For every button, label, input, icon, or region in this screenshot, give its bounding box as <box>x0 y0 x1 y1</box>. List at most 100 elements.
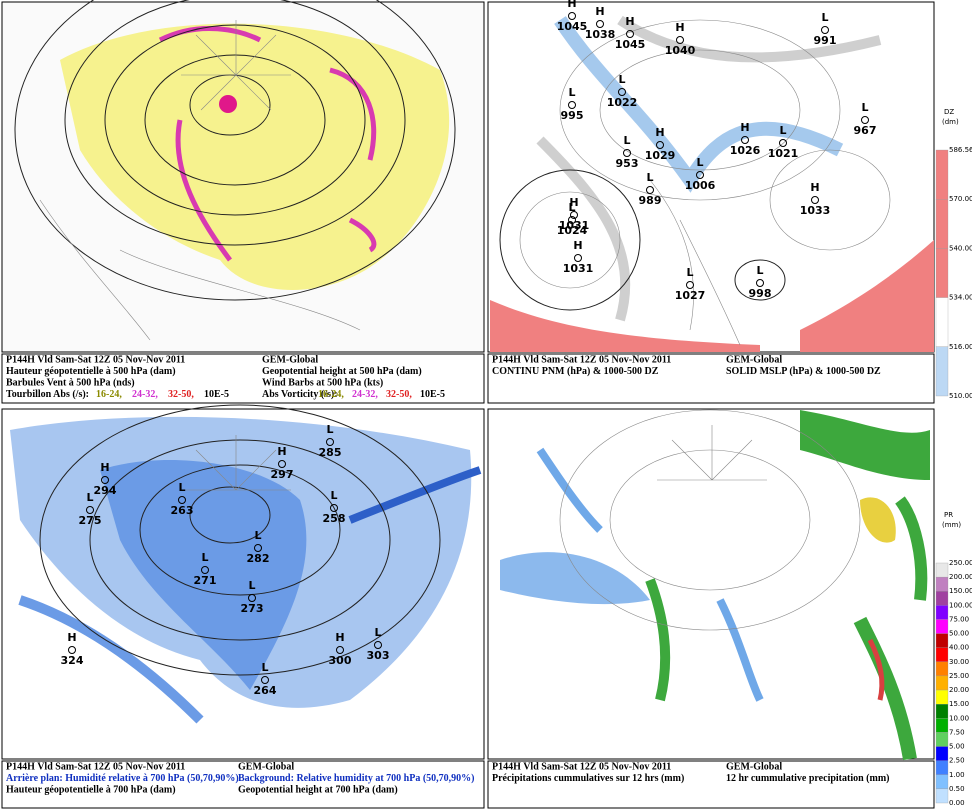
vorticity-range: 10E-5 <box>204 389 229 400</box>
center-value: 1029 <box>645 149 676 162</box>
center-value: 995 <box>561 109 584 122</box>
center-value: 1045 <box>615 38 646 51</box>
center-marker <box>570 211 578 219</box>
center-marker <box>626 30 634 38</box>
center-type: L <box>201 551 208 564</box>
colorbar-unit: (dm) <box>942 118 959 126</box>
caption-left: Précipitations cummulatives sur 12 hrs (… <box>492 773 684 784</box>
caption-right: SOLID MSLP (hPa) & 1000-500 DZ <box>726 366 881 377</box>
colorbar-label: 50.00 <box>949 630 969 638</box>
center-value: 953 <box>616 157 639 170</box>
vorticity-range: 16-24, <box>318 389 344 400</box>
caption-box <box>1 760 485 809</box>
colorbar-label: 25.00 <box>949 672 969 680</box>
center-type: H <box>675 21 684 34</box>
center-value: 1022 <box>607 96 638 109</box>
center-value: 1040 <box>665 44 696 57</box>
caption-left: Hauteur géopotentielle à 500 hPa (dam) <box>6 366 176 377</box>
vorticity-range: 32-50, <box>386 389 412 400</box>
center-value: 275 <box>79 514 102 527</box>
colorbar-swatch <box>935 647 949 662</box>
center-type: L <box>821 11 828 24</box>
vorticity-range: 32-50, <box>168 389 194 400</box>
caption-left: P144H Vld Sam-Sat 12Z 05 Nov-Nov 2011 <box>492 761 671 772</box>
caption-left: Hauteur géopotentielle à 700 hPa (dam) <box>6 784 176 795</box>
center-marker <box>623 149 631 157</box>
caption-left: P144H Vld Sam-Sat 12Z 05 Nov-Nov 2011 <box>6 354 185 365</box>
center-type: L <box>330 489 337 502</box>
center-marker <box>646 186 654 194</box>
colorbar-swatch <box>935 562 949 578</box>
colorbar-label: 20.00 <box>949 686 969 694</box>
caption-right: GEM-Global <box>726 354 782 365</box>
caption-left: P144H Vld Sam-Sat 12Z 05 Nov-Nov 2011 <box>492 354 671 365</box>
center-value: 1033 <box>800 204 831 217</box>
center-type: H <box>625 15 634 28</box>
center-type: L <box>248 579 255 592</box>
center-value: 285 <box>319 446 342 459</box>
colorbar-label: 1.00 <box>949 771 965 779</box>
center-marker <box>596 20 604 28</box>
colorbar-label: 2.50 <box>949 757 965 765</box>
colorbar-unit: (mm) <box>942 521 961 529</box>
center-value: 1031 <box>563 262 594 275</box>
vorticity-range: 10E-5 <box>420 389 445 400</box>
center-type: L <box>326 423 333 436</box>
vorticity-range: 24-32, <box>352 389 378 400</box>
center-type: H <box>810 181 819 194</box>
center-marker <box>676 36 684 44</box>
center-type: H <box>335 631 344 644</box>
center-marker <box>86 506 94 514</box>
center-value: 998 <box>749 287 772 300</box>
center-marker <box>656 141 664 149</box>
center-value: 294 <box>94 484 117 497</box>
caption-box <box>487 760 935 809</box>
colorbar-label: 40.00 <box>949 644 969 652</box>
colorbar-label: 100.00 <box>949 601 972 609</box>
caption-left: Barbules Vent à 500 hPa (nds) <box>6 377 135 388</box>
caption-right: GEM-Global <box>726 761 782 772</box>
caption-right: GEM-Global <box>262 354 318 365</box>
colorbar-swatch <box>935 297 949 347</box>
center-marker <box>574 254 582 262</box>
center-value: 967 <box>854 124 877 137</box>
center-value: 297 <box>271 468 294 481</box>
map-700hpa <box>1 404 485 760</box>
center-value: 273 <box>241 602 264 615</box>
center-value: 1031 <box>559 219 590 232</box>
center-type: H <box>573 239 582 252</box>
colorbar-label: 570.00 <box>949 195 972 203</box>
center-type: H <box>277 445 286 458</box>
center-type: L <box>178 481 185 494</box>
colorbar-label: 200.00 <box>949 573 972 581</box>
center-marker <box>821 26 829 34</box>
colorbar-label: 510.00 <box>949 392 972 400</box>
colorbar-label: 586.56 <box>949 146 972 154</box>
colorbar-swatch <box>935 704 949 719</box>
center-marker <box>254 544 262 552</box>
center-type: H <box>740 121 749 134</box>
center-marker <box>568 12 576 20</box>
center-type: L <box>779 124 786 137</box>
vorticity-range: 24-32, <box>132 389 158 400</box>
center-value: 1026 <box>730 144 761 157</box>
colorbar-title: DZ <box>944 108 954 116</box>
center-value: 1021 <box>768 147 799 160</box>
center-marker <box>336 646 344 654</box>
colorbar-swatch <box>935 732 949 747</box>
center-marker <box>178 496 186 504</box>
colorbar-swatch <box>935 576 949 592</box>
caption-box <box>487 353 935 404</box>
center-type: L <box>86 491 93 504</box>
colorbar-label: 30.00 <box>949 658 969 666</box>
center-type: H <box>595 5 604 18</box>
colorbar-swatch <box>935 633 949 648</box>
center-type: L <box>261 661 268 674</box>
center-marker <box>101 476 109 484</box>
colorbar-swatch <box>935 591 949 606</box>
center-value: 1045 <box>557 20 588 33</box>
center-marker <box>696 171 704 179</box>
center-type: L <box>686 266 693 279</box>
center-type: H <box>567 0 576 10</box>
